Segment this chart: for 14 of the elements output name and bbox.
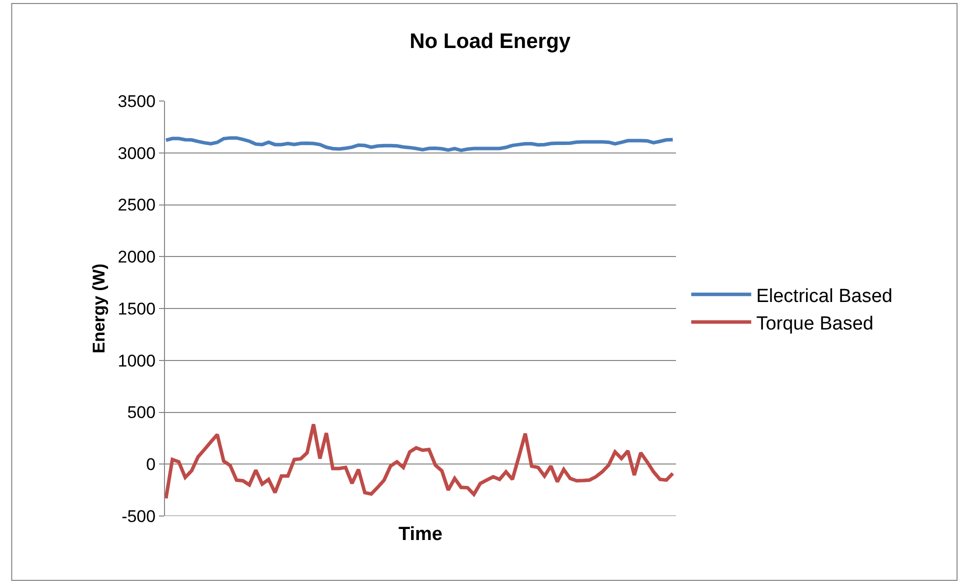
legend-label: Torque Based bbox=[756, 313, 874, 334]
legend-label: Electrical Based bbox=[756, 286, 892, 307]
y-tick-label: 500 bbox=[127, 403, 156, 422]
x-axis-title: Time bbox=[398, 524, 443, 545]
y-tick-label: 2500 bbox=[118, 196, 156, 215]
y-tick-label: -500 bbox=[122, 506, 156, 526]
y-tick-label: 1500 bbox=[118, 299, 156, 318]
y-tick-label: 3000 bbox=[118, 144, 156, 163]
y-tick-label: 2000 bbox=[118, 248, 156, 267]
y-tick-label: 0 bbox=[146, 455, 156, 474]
y-tick-label: 1000 bbox=[118, 351, 156, 370]
chart-title: No Load Energy bbox=[410, 30, 571, 54]
y-tick-label: 3500 bbox=[118, 92, 156, 111]
y-axis-title: Energy (W) bbox=[89, 264, 108, 354]
